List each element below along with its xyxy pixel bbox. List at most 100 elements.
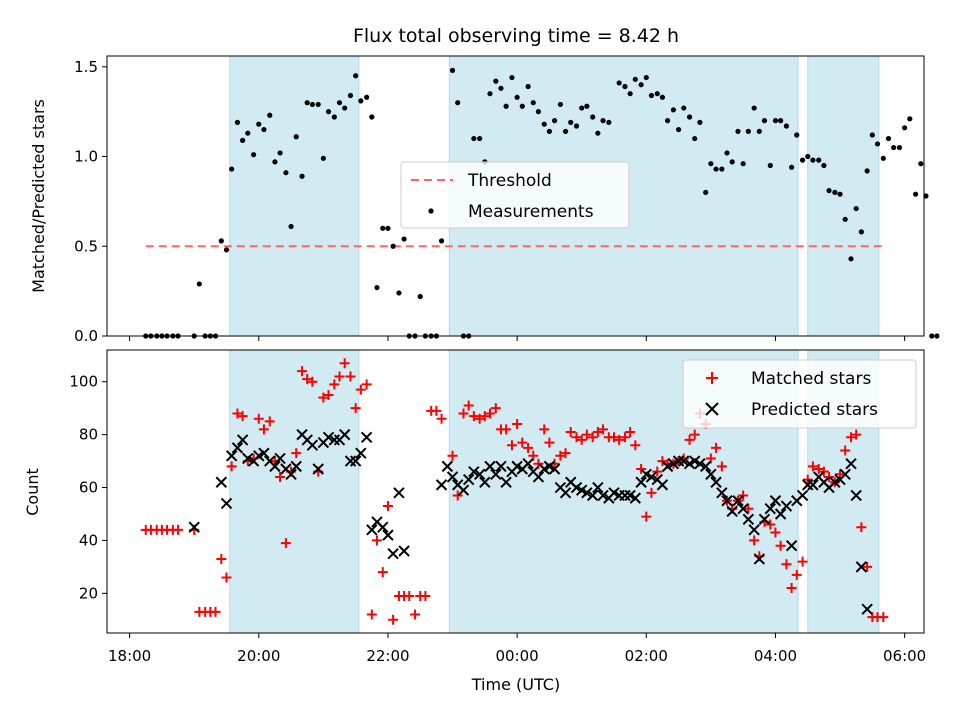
legend-threshold-label: Threshold xyxy=(467,171,552,191)
measurement-point xyxy=(245,130,251,136)
matched-star-point xyxy=(743,503,754,514)
predicted-star-point xyxy=(742,513,755,525)
predicted-star-point xyxy=(393,487,405,499)
measurement-point xyxy=(579,105,585,111)
measurement-point xyxy=(336,100,343,106)
matched-star-point xyxy=(641,511,652,522)
predicted-star-point xyxy=(322,431,335,443)
count-y-ticks: 20 40 60 80 100 xyxy=(69,373,107,602)
predicted-star-point xyxy=(225,450,238,462)
legend-measurement-label: Measurements xyxy=(468,202,594,222)
measurement-point xyxy=(595,130,601,136)
measurement-point xyxy=(648,92,655,99)
measurement-point xyxy=(471,135,477,142)
measurement-point xyxy=(600,118,606,124)
measurement-point xyxy=(740,161,746,167)
predicted-star-point xyxy=(769,495,782,507)
measurement-point xyxy=(288,223,294,230)
legend-matched-label: Matched stars xyxy=(751,369,871,389)
y-tick-label: 60 xyxy=(79,479,98,497)
predicted-star-point xyxy=(850,489,862,502)
measurement-point xyxy=(853,205,859,212)
predicted-star-point xyxy=(802,479,814,491)
matched-star-point xyxy=(361,379,372,390)
matched-star-point xyxy=(587,432,598,443)
chart-title: Flux total observing time = 8.42 h xyxy=(353,25,679,47)
measurement-point xyxy=(756,128,762,134)
matched-star-point xyxy=(463,400,474,411)
measurement-point xyxy=(627,91,633,97)
measurement-point xyxy=(745,128,751,134)
matched-star-point xyxy=(646,487,657,498)
matched-star-point xyxy=(501,424,512,435)
predicted-star-point xyxy=(387,547,399,560)
x-axis-label: Time (UTC) xyxy=(471,675,560,694)
predicted-star-point xyxy=(839,468,851,481)
predicted-star-point xyxy=(349,455,362,467)
measurement-point xyxy=(643,74,649,81)
predicted-star-point xyxy=(344,455,357,467)
measurement-point xyxy=(568,119,574,126)
measurement-point xyxy=(729,159,735,165)
matched-star-point xyxy=(625,426,636,437)
matched-star-point xyxy=(608,432,619,443)
predicted-star-point xyxy=(532,471,545,483)
measurement-point xyxy=(805,153,811,160)
measurement-point xyxy=(385,225,391,231)
measurement-point xyxy=(681,105,687,111)
ratio-plot-frame xyxy=(106,55,925,337)
predicted-star-point xyxy=(441,460,454,473)
matched-star-point xyxy=(576,434,587,445)
matched-star-point xyxy=(856,522,867,533)
measurement-point xyxy=(530,100,536,106)
measurement-point xyxy=(934,333,940,339)
predicted-star-point xyxy=(629,492,642,504)
predicted-star-point xyxy=(490,468,502,481)
measurement-point xyxy=(869,132,875,138)
predicted-star-point xyxy=(285,468,297,481)
measurement-point xyxy=(632,76,638,82)
y-tick-label: 0.5 xyxy=(74,237,98,255)
measurement-point xyxy=(514,94,520,100)
measurement-point xyxy=(196,281,202,287)
measurement-point xyxy=(240,137,246,143)
matched-star-point xyxy=(523,442,534,453)
matched-star-point xyxy=(410,609,421,620)
measurement-point xyxy=(261,126,267,133)
matched-star-point xyxy=(862,561,873,572)
x-tick-label: 06:00 xyxy=(883,647,926,665)
measurement-point xyxy=(304,100,310,106)
predicted-star-point xyxy=(785,540,798,552)
measurement-point xyxy=(223,247,230,253)
matched-star-point xyxy=(614,434,625,445)
predicted-star-point xyxy=(678,455,690,467)
measurement-point xyxy=(842,216,848,222)
matched-star-point xyxy=(388,614,399,625)
predicted-star-point xyxy=(328,434,341,446)
predicted-star-point xyxy=(694,458,706,470)
predicted-star-point xyxy=(586,489,599,502)
matched-star-point xyxy=(484,408,495,419)
predicted-star-point xyxy=(581,487,593,499)
measurement-point xyxy=(342,105,348,111)
measurement-point xyxy=(234,119,241,126)
matched-star-point xyxy=(350,403,361,414)
measurement-point xyxy=(325,109,332,115)
predicted-star-point xyxy=(710,476,722,488)
measurement-point xyxy=(891,144,897,151)
predicted-star-point xyxy=(737,502,749,515)
predicted-star-point xyxy=(242,452,254,465)
measurement-point xyxy=(277,150,283,156)
predicted-star-point xyxy=(661,460,674,473)
measurement-point xyxy=(692,135,698,142)
ratio-y-ticks: 0.0 0.5 1.0 1.5 xyxy=(74,58,107,345)
matched-star-point xyxy=(232,408,243,419)
matched-star-point xyxy=(420,590,431,601)
matched-star-point xyxy=(474,413,485,424)
y-tick-label: 20 xyxy=(79,584,98,602)
measurement-point xyxy=(826,188,832,194)
predicted-star-point xyxy=(861,603,873,615)
measurement-point xyxy=(417,293,423,300)
matched-star-point xyxy=(490,403,501,414)
